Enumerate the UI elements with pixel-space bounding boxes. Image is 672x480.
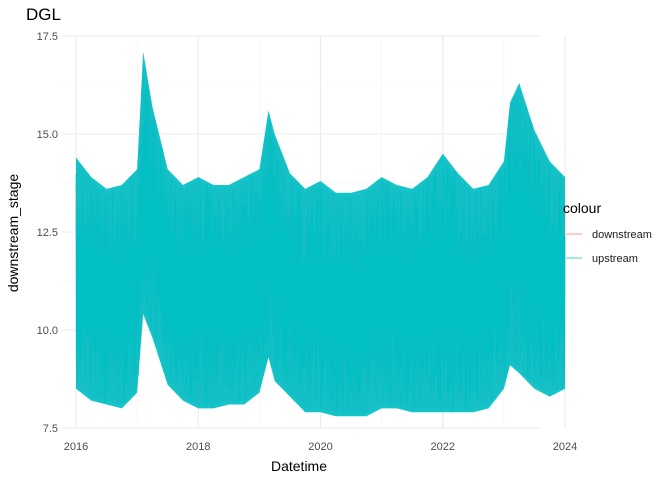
legend-title: colour (563, 200, 601, 216)
x-tick-label: 2024 (553, 441, 577, 453)
series-layer (75, 51, 566, 417)
chart-title: DGL (26, 5, 61, 24)
legend-label-upstream: upstream (592, 253, 638, 265)
series-line-upstream (75, 64, 566, 415)
legend-label-downstream: downstream (592, 229, 652, 241)
y-tick-label: 17.5 (37, 31, 58, 43)
x-tick-label: 2022 (431, 441, 455, 453)
y-tick-label: 10.0 (37, 325, 58, 337)
x-tick-label: 2018 (186, 441, 210, 453)
x-tick-label: 2020 (308, 441, 332, 453)
y-tick-label: 15.0 (37, 129, 58, 141)
x-tick-label: 2016 (64, 441, 88, 453)
legend: colour downstream upstream (563, 200, 652, 265)
y-axis-title: downstream_stage (5, 174, 21, 293)
y-tick-label: 12.5 (37, 227, 58, 239)
y-tick-label: 7.5 (43, 423, 58, 435)
x-axis-title: Datetime (271, 458, 327, 474)
x-axis-ticks: 2016 2018 2020 2022 2024 (64, 441, 577, 453)
y-axis-ticks: 7.5 10.0 12.5 15.0 17.5 (37, 31, 58, 435)
